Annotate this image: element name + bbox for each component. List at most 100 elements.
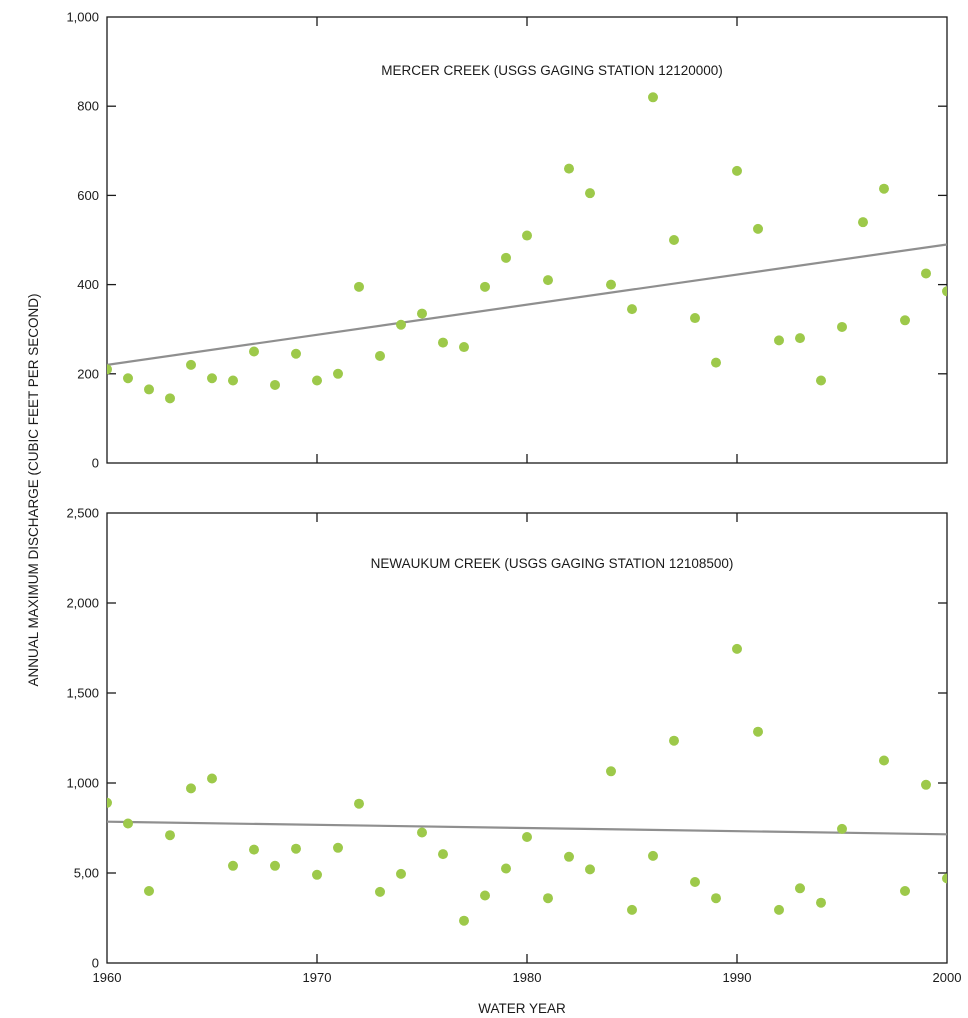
newaukum-data-point bbox=[123, 818, 133, 829]
newaukum-x-tick-label: 1990 bbox=[723, 970, 752, 985]
newaukum-data-point bbox=[921, 779, 931, 790]
newaukum-data-point bbox=[669, 735, 679, 746]
mercer-data-point bbox=[228, 375, 238, 386]
mercer-data-point bbox=[501, 252, 511, 263]
y-axis-title: ANNUAL MAXIMUM DISCHARGE (CUBIC FEET PER… bbox=[26, 293, 41, 686]
newaukum-data-point bbox=[291, 843, 301, 854]
mercer-data-point bbox=[669, 235, 679, 245]
newaukum-data-point bbox=[711, 893, 721, 904]
mercer-y-tick-label: 1,000 bbox=[66, 10, 99, 25]
mercer-data-point bbox=[312, 375, 322, 386]
newaukum-data-point bbox=[312, 869, 322, 880]
newaukum-data-point bbox=[417, 827, 427, 838]
x-axis-title: WATER YEAR bbox=[478, 1001, 566, 1016]
mercer-data-point bbox=[627, 304, 637, 315]
newaukum-x-tick-label: 1970 bbox=[303, 970, 332, 985]
newaukum-data-point bbox=[107, 797, 112, 808]
mercer-data-point bbox=[165, 393, 175, 404]
newaukum-data-point bbox=[816, 897, 826, 908]
mercer-data-point bbox=[207, 373, 217, 384]
mercer-data-point bbox=[438, 337, 448, 348]
mercer-data-point bbox=[354, 281, 364, 292]
newaukum-data-point bbox=[648, 850, 658, 861]
newaukum-data-point bbox=[795, 883, 805, 894]
newaukum-data-point bbox=[627, 904, 637, 915]
newaukum-data-point bbox=[879, 755, 889, 766]
mercer-data-point bbox=[648, 92, 658, 103]
mercer-data-point bbox=[816, 375, 826, 386]
newaukum-data-point bbox=[354, 798, 364, 809]
mercer-data-point bbox=[732, 165, 742, 176]
mercer-data-point bbox=[459, 342, 469, 353]
newaukum-data-point bbox=[900, 886, 910, 896]
newaukum-y-tick-label: 0 bbox=[92, 956, 99, 971]
newaukum-y-tick-label: 1,000 bbox=[66, 776, 99, 791]
mercer-data-point bbox=[186, 359, 196, 370]
mercer-data-point bbox=[107, 364, 112, 375]
mercer-data-point bbox=[879, 183, 889, 194]
newaukum-data-point bbox=[753, 726, 763, 737]
newaukum-data-point bbox=[543, 893, 553, 904]
mercer-data-point bbox=[123, 373, 133, 384]
mercer-data-point bbox=[417, 308, 427, 319]
newaukum-data-point bbox=[522, 832, 532, 842]
mercer-data-point bbox=[900, 315, 910, 326]
mercer-data-point bbox=[837, 321, 847, 332]
newaukum-data-point bbox=[606, 766, 616, 777]
mercer-data-point bbox=[543, 275, 553, 286]
newaukum-panel-title: NEWAUKUM CREEK (USGS GAGING STATION 1210… bbox=[371, 556, 734, 571]
newaukum-creek-panel: 0 5,00 1,000 1,500 2,000 2,500 1960 1970 1980 199… bbox=[66, 506, 961, 986]
mercer-data-point bbox=[753, 223, 763, 234]
newaukum-data-point bbox=[690, 877, 700, 887]
newaukum-trend-line bbox=[107, 820, 947, 836]
mercer-data-point bbox=[144, 384, 154, 395]
newaukum-data-point bbox=[228, 860, 238, 871]
mercer-data-point bbox=[480, 281, 490, 292]
mercer-trend-line bbox=[107, 243, 947, 366]
mercer-y-tick-label: 0 bbox=[92, 456, 99, 471]
newaukum-y-tick-label: 1,500 bbox=[66, 686, 99, 701]
newaukum-data-point bbox=[459, 915, 469, 926]
newaukum-data-point bbox=[333, 842, 343, 853]
mercer-panel-title: MERCER CREEK (USGS GAGING STATION 121200… bbox=[381, 63, 723, 78]
newaukum-data-point bbox=[942, 873, 947, 884]
newaukum-x-tick-label: 1960 bbox=[93, 970, 122, 985]
newaukum-data-point bbox=[732, 643, 742, 654]
mercer-y-tick-label: 600 bbox=[77, 188, 99, 203]
newaukum-data-point bbox=[249, 844, 259, 855]
mercer-y-tick-label: 400 bbox=[77, 277, 99, 292]
newaukum-y-tick-label: 5,00 bbox=[74, 866, 99, 881]
newaukum-data-point bbox=[375, 886, 385, 897]
mercer-data-point bbox=[921, 268, 931, 279]
mercer-data-point bbox=[291, 348, 301, 359]
mercer-data-point bbox=[795, 333, 805, 344]
newaukum-data-point bbox=[774, 904, 784, 915]
mercer-data-point bbox=[396, 319, 406, 330]
mercer-data-point bbox=[606, 279, 616, 290]
mercer-y-tick-label: 200 bbox=[77, 366, 99, 381]
newaukum-data-point bbox=[207, 773, 217, 784]
newaukum-x-tick-label: 2000 bbox=[933, 970, 962, 985]
mercer-data-point bbox=[711, 357, 721, 368]
newaukum-x-tick-label: 1980 bbox=[513, 970, 542, 985]
mercer-creek-panel: 0 200 400 600 800 1,000 MERCER CREEK (USGS GAG… bbox=[66, 10, 948, 471]
newaukum-data-point bbox=[396, 868, 406, 879]
newaukum-y-tick-label: 2,500 bbox=[66, 506, 99, 521]
newaukum-data-point bbox=[186, 783, 196, 794]
mercer-data-point bbox=[858, 217, 868, 228]
mercer-data-point bbox=[249, 346, 259, 357]
mercer-data-point bbox=[375, 350, 385, 361]
newaukum-data-point bbox=[501, 863, 511, 874]
newaukum-plot-frame bbox=[106, 512, 948, 964]
newaukum-data-point bbox=[480, 890, 490, 901]
newaukum-data-point bbox=[585, 864, 595, 875]
mercer-data-point bbox=[690, 313, 700, 324]
mercer-data-point bbox=[564, 163, 574, 174]
newaukum-data-point bbox=[270, 860, 280, 871]
mercer-data-point bbox=[585, 188, 595, 199]
mercer-data-point bbox=[270, 379, 280, 390]
mercer-data-point bbox=[942, 286, 947, 297]
mercer-data-point bbox=[333, 368, 343, 379]
newaukum-y-tick-label: 2,000 bbox=[66, 596, 99, 611]
